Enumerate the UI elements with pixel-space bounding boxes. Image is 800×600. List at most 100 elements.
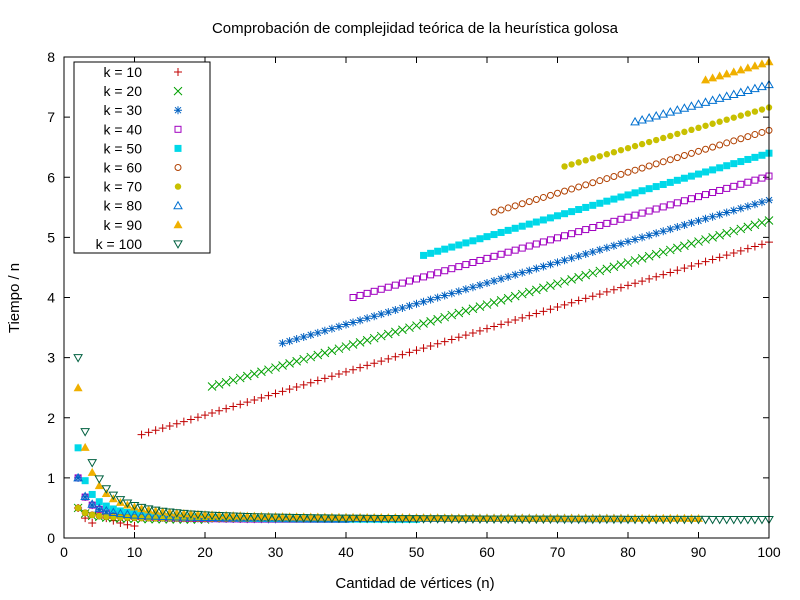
data-point	[101, 485, 112, 494]
data-point	[722, 251, 731, 260]
data-point	[94, 481, 104, 490]
data-point	[624, 191, 632, 199]
data-point	[334, 322, 343, 331]
data-point	[546, 191, 554, 199]
data-point	[651, 111, 662, 120]
data-point	[631, 279, 640, 288]
legend-marker	[174, 164, 182, 171]
data-point	[123, 520, 132, 529]
data-point	[426, 295, 435, 304]
data-point	[589, 201, 597, 209]
data-point	[129, 510, 140, 519]
data-point	[200, 510, 210, 519]
data-point	[497, 250, 505, 258]
series-20	[73, 216, 774, 524]
data-point	[363, 289, 371, 297]
data-point	[356, 316, 365, 325]
data-point	[420, 273, 428, 281]
data-point	[222, 404, 231, 413]
data-point	[616, 283, 625, 292]
data-point	[207, 511, 217, 521]
data-point	[405, 348, 414, 357]
data-point	[644, 515, 655, 525]
data-point	[687, 172, 695, 180]
data-point	[715, 253, 724, 262]
data-point	[553, 279, 562, 288]
data-point	[74, 504, 82, 512]
data-point	[179, 417, 188, 426]
data-point	[554, 189, 561, 197]
data-point	[736, 246, 745, 255]
data-point	[292, 383, 301, 392]
data-point	[454, 287, 463, 296]
data-point	[560, 277, 569, 286]
series-100	[73, 354, 774, 525]
data-point	[673, 154, 681, 162]
data-point	[737, 135, 745, 143]
data-point	[638, 209, 646, 217]
data-point	[433, 314, 443, 324]
data-point	[524, 287, 534, 297]
data-point	[384, 283, 392, 291]
data-point	[440, 312, 450, 322]
data-point	[511, 202, 519, 210]
data-point	[539, 193, 547, 201]
data-point	[610, 217, 618, 225]
data-point	[468, 283, 477, 292]
data-point	[144, 428, 153, 437]
data-point	[673, 223, 682, 232]
data-point	[568, 208, 576, 216]
data-point	[758, 106, 766, 113]
data-point	[496, 296, 506, 305]
data-point	[383, 514, 394, 524]
data-point	[581, 294, 590, 303]
data-point	[729, 206, 738, 215]
data-point	[609, 241, 618, 250]
data-point	[228, 375, 238, 385]
data-point	[596, 221, 604, 229]
data-point	[680, 220, 689, 229]
plot-area-frame	[63, 56, 770, 539]
data-point	[686, 515, 697, 525]
data-point	[568, 185, 576, 193]
data-point	[552, 515, 563, 525]
legend-label: k = 90	[103, 217, 142, 233]
x-tick-label: 40	[338, 544, 354, 560]
data-point	[680, 264, 689, 273]
data-point	[263, 513, 274, 523]
data-point	[150, 511, 161, 520]
data-point	[617, 215, 625, 223]
data-point	[603, 219, 611, 227]
data-point	[144, 505, 154, 514]
data-point	[130, 521, 139, 530]
data-point	[504, 272, 513, 281]
data-point	[405, 277, 413, 285]
data-point	[475, 515, 485, 524]
data-point	[559, 515, 570, 525]
data-point	[709, 143, 717, 151]
data-point	[497, 274, 506, 283]
data-point	[695, 147, 702, 155]
data-point	[482, 300, 492, 309]
data-point	[306, 330, 315, 339]
data-point	[496, 515, 506, 525]
data-point	[553, 303, 562, 312]
data-point	[349, 294, 357, 301]
x-tick-label: 80	[620, 544, 636, 560]
data-point	[729, 67, 739, 76]
data-point	[109, 509, 118, 518]
data-point	[715, 230, 725, 240]
data-point	[566, 515, 577, 525]
x-tick-label: 100	[757, 544, 781, 560]
y-tick-label: 7	[47, 109, 55, 125]
data-point	[87, 499, 98, 508]
data-point	[742, 85, 753, 95]
data-point	[305, 514, 316, 523]
data-point	[674, 130, 681, 138]
data-point	[158, 507, 168, 516]
data-point	[362, 514, 373, 524]
data-point	[575, 228, 583, 236]
data-point	[525, 242, 533, 250]
data-point	[264, 365, 273, 375]
